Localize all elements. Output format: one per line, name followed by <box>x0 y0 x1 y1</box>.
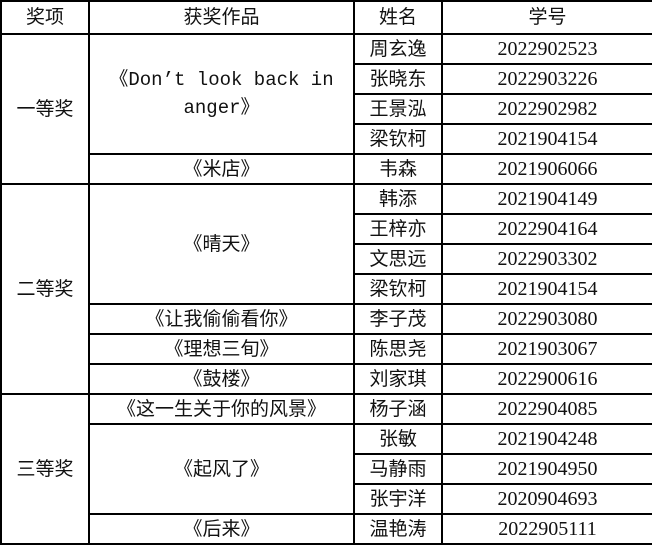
member-name-cell: 文思远 <box>353 243 443 275</box>
member-name-cell: 王梓亦 <box>353 213 443 245</box>
student-id-cell: 2021904950 <box>441 453 652 485</box>
table-row: 梁钦柯 2021904154 <box>1 123 652 155</box>
work-title-cell: 《鼓楼》 <box>88 363 355 395</box>
student-id-cell: 2022903302 <box>441 243 652 275</box>
work-title-cell: 《晴天》 <box>88 183 355 305</box>
table-row: 《理想三旬》 陈思尧 2021903067 <box>1 333 652 365</box>
student-id-cell: 2021904248 <box>441 423 652 455</box>
member-name-cell: 张晓东 <box>353 63 443 95</box>
student-id-cell: 2022903226 <box>441 63 652 95</box>
table-row: 王梓亦 2022904164 <box>1 213 652 245</box>
table-row: 一等奖 《Don’t look back in anger》 周玄逸 20229025… <box>0 33 652 185</box>
student-id-cell: 2022900616 <box>441 363 652 395</box>
student-id-cell: 2022904164 <box>441 213 652 245</box>
award-cell: 一等奖 <box>0 33 90 185</box>
work-title-cell: 《后来》 <box>88 513 355 545</box>
work-title-cell: 《这一生关于你的风景》 <box>88 393 355 425</box>
work-title-cell: 《理想三旬》 <box>88 333 355 365</box>
table-row: 《让我偷偷看你》 李子茂 2022903080 <box>1 303 652 335</box>
header-work: 获奖作品 <box>88 0 355 35</box>
work-title-cell: 《Don’t look back in anger》 <box>88 33 355 155</box>
work-title-cell: 《起风了》 <box>88 423 355 515</box>
table-row: 三等奖 《这一生关于你的风景》 杨子涵 2022904085 <box>0 393 652 545</box>
member-name-cell: 温艳涛 <box>353 513 443 545</box>
table-row: 《米店》 韦森 2021906066 <box>1 153 652 185</box>
member-name-cell: 马静雨 <box>353 453 443 485</box>
table-row: 王景泓 2022902982 <box>1 93 652 125</box>
student-id-cell: 2021903067 <box>441 333 652 365</box>
award-cell: 三等奖 <box>0 393 90 545</box>
student-id-cell: 2021904154 <box>441 123 652 155</box>
header-student-id: 学号 <box>441 0 652 35</box>
header-award: 奖项 <box>0 0 90 35</box>
member-name-cell: 杨子涵 <box>353 393 443 425</box>
header-row: 奖项 获奖作品 姓名 学号 <box>0 0 652 35</box>
member-name-cell: 王景泓 <box>353 93 443 125</box>
member-name-cell: 张敏 <box>353 423 443 455</box>
member-name-cell: 梁钦柯 <box>353 123 443 155</box>
table-row: 二等奖 《晴天》 韩添 2021904149 <box>0 183 652 395</box>
student-id-cell: 2021904154 <box>441 273 652 305</box>
table-row: 马静雨 2021904950 <box>1 453 652 485</box>
work-title-cell: 《让我偷偷看你》 <box>88 303 355 335</box>
table-row: 《后来》 温艳涛 2022905111 <box>1 513 652 545</box>
table-row: 张宇洋 2020904693 <box>1 483 652 515</box>
table-row: 文思远 2022903302 <box>1 243 652 275</box>
member-name-cell: 韩添 <box>353 183 443 215</box>
table-row: 《鼓楼》 刘家琪 2022900616 <box>1 363 652 395</box>
student-id-cell: 2022905111 <box>441 513 652 545</box>
student-id-cell: 2020904693 <box>441 483 652 515</box>
member-name-cell: 韦森 <box>353 153 443 185</box>
member-name-cell: 周玄逸 <box>353 33 443 65</box>
table-row: 《起风了》 张敏 2021904248 <box>1 423 652 515</box>
student-id-cell: 2022904085 <box>441 393 652 425</box>
student-id-cell: 2022902982 <box>441 93 652 125</box>
student-id-cell: 2021904149 <box>441 183 652 215</box>
award-cell: 二等奖 <box>0 183 90 395</box>
member-name-cell: 梁钦柯 <box>353 273 443 305</box>
member-name-cell: 刘家琪 <box>353 363 443 395</box>
table-body: 一等奖 《Don’t look back in anger》 周玄逸 20229025… <box>0 33 652 545</box>
student-id-cell: 2022903080 <box>441 303 652 335</box>
table-row: 梁钦柯 2021904154 <box>1 273 652 305</box>
member-name-cell: 张宇洋 <box>353 483 443 515</box>
student-id-cell: 2021906066 <box>441 153 652 185</box>
table-row: 张晓东 2022903226 <box>1 63 652 95</box>
header-name: 姓名 <box>353 0 443 35</box>
member-name-cell: 李子茂 <box>353 303 443 335</box>
member-name-cell: 陈思尧 <box>353 333 443 365</box>
student-id-cell: 2022902523 <box>441 33 652 65</box>
work-title-cell: 《米店》 <box>88 153 355 185</box>
